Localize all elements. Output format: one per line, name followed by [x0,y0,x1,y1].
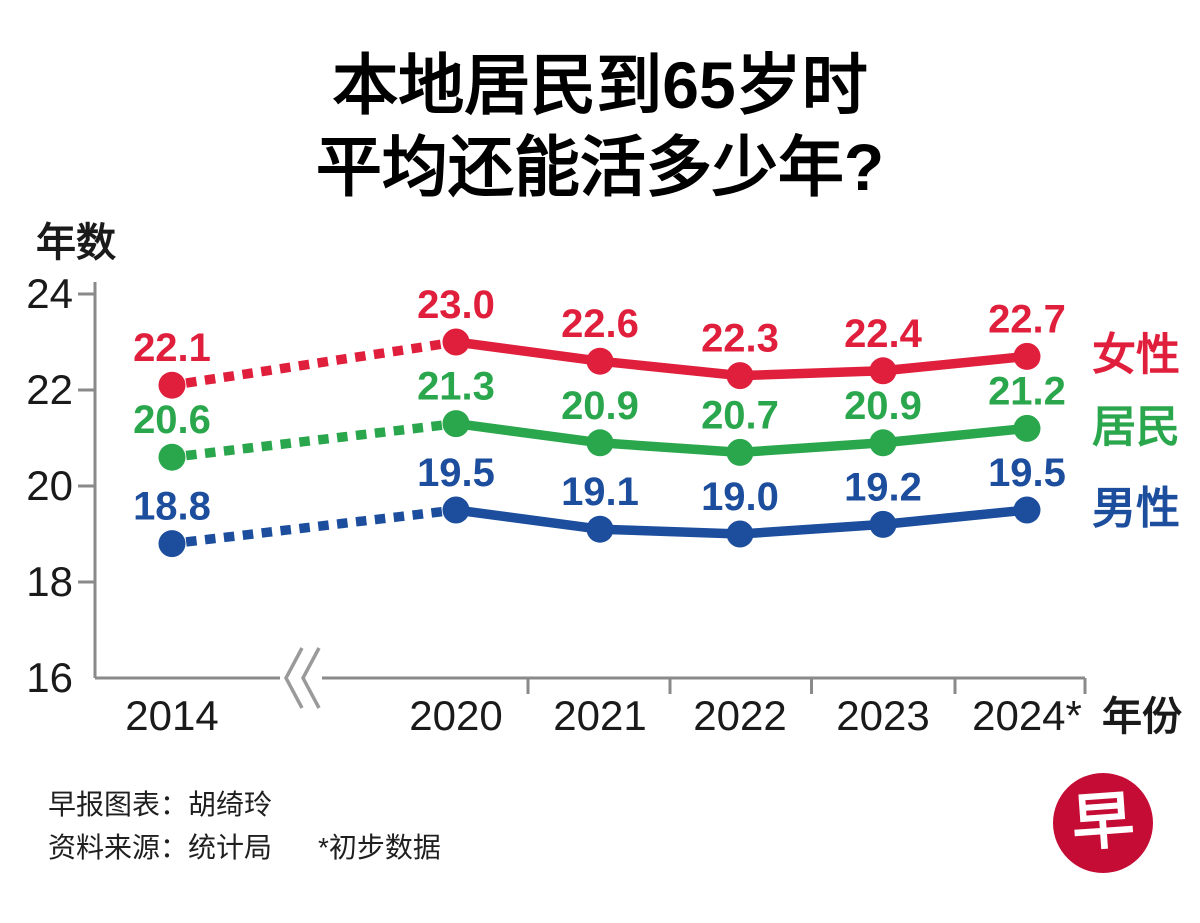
value-label-male-2014: 18.8 [133,485,211,529]
y-tick-label: 16 [26,654,73,701]
chart-footer: 早报图表：胡绮玲 资料来源：统计局 *初步数据 [48,783,441,869]
value-label-female-2021: 22.6 [561,302,639,346]
y-tick-label: 20 [26,462,73,509]
zaobao-logo-icon: 早 [1053,773,1153,873]
data-point-female-2020 [442,328,470,356]
legend-label-male: 男性 [1092,484,1180,533]
x-year-label: 2014 [125,692,218,739]
data-point-resident-2021 [586,429,614,457]
x-axis-title: 年份 [1102,695,1182,739]
value-label-female-2023: 22.4 [844,312,923,356]
data-point-female-2024* [1013,342,1041,370]
value-label-female-2020: 23.0 [417,283,495,327]
x-year-label: 2021 [553,692,646,739]
x-year-label: 2022 [693,692,786,739]
data-point-male-2022 [726,520,754,548]
legend-label-female: 女性 [1092,330,1180,379]
preliminary-note: *初步数据 [318,832,441,863]
data-point-female-2014 [158,371,186,399]
data-point-female-2022 [726,362,754,390]
y-axis-title: 年数 [36,221,116,265]
value-label-resident-2024*: 21.2 [988,369,1066,413]
y-tick-label: 18 [26,558,73,605]
value-label-male-2020: 19.5 [417,451,495,495]
value-label-male-2023: 19.2 [844,465,922,509]
value-label-resident-2022: 20.7 [701,393,779,437]
data-point-female-2023 [869,357,897,385]
data-point-male-2020 [442,496,470,524]
chart-title-line2: 平均还能活多少年? [315,130,885,204]
value-label-resident-2014: 20.6 [133,398,211,442]
series-line-male-dotted [166,504,462,549]
y-tick-label: 22 [26,366,73,413]
data-point-male-2024* [1013,496,1041,524]
y-tick-label: 24 [26,270,73,317]
credit-line: 早报图表：胡绮玲 [48,789,273,820]
series-line-resident-dotted [166,418,462,463]
series-line-female-dotted [166,336,462,391]
value-label-female-2022: 22.3 [701,317,779,361]
value-label-resident-2020: 21.3 [417,365,495,409]
axis-break-icon [301,647,321,709]
data-point-resident-2024* [1013,414,1041,442]
x-year-label: 2023 [836,692,929,739]
x-year-label: 2020 [409,692,502,739]
value-label-female-2024*: 22.7 [988,297,1066,341]
zaobao-logo-character: 早 [1069,785,1137,860]
chart-title-line1: 本地居民到65岁时 [332,48,868,122]
data-point-female-2021 [586,347,614,375]
value-label-male-2022: 19.0 [701,475,779,519]
value-label-resident-2023: 20.9 [844,384,922,428]
value-label-male-2024*: 19.5 [988,451,1066,495]
chart-title: 本地居民到65岁时 平均还能活多少年? [0,44,1200,208]
data-point-resident-2022 [726,438,754,466]
value-label-male-2021: 19.1 [561,470,639,514]
source-text: 资料来源：统计局 [48,832,273,863]
data-point-male-2014 [158,530,186,558]
x-year-label: 2024* [972,692,1082,739]
axis-break-mask [280,669,322,687]
data-point-resident-2020 [442,410,470,438]
data-point-male-2021 [586,515,614,543]
value-label-female-2014: 22.1 [133,326,211,370]
legend-label-resident: 居民 [1092,402,1180,451]
data-point-male-2023 [869,510,897,538]
value-label-resident-2021: 20.9 [561,384,639,428]
source-line: 资料来源：统计局 *初步数据 [48,826,441,869]
axis-break-icon [284,647,304,709]
data-point-resident-2014 [158,443,186,471]
data-point-resident-2023 [869,429,897,457]
